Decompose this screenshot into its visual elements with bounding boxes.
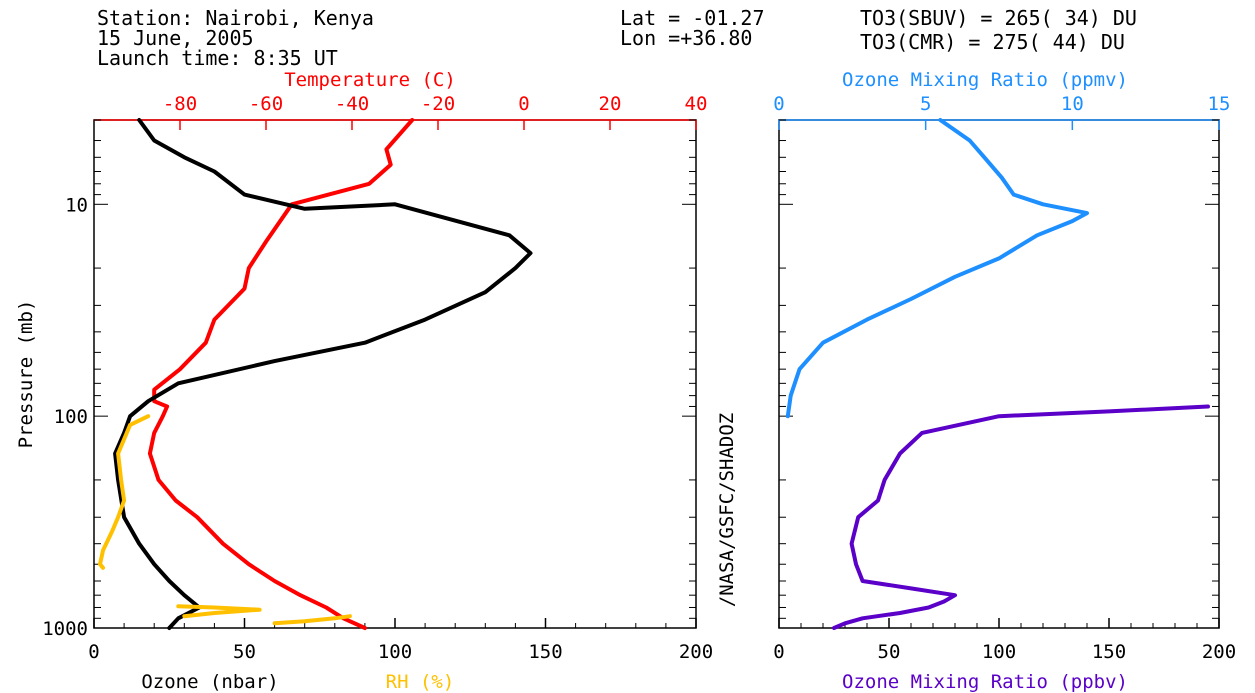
- right-pressure-ticks: [779, 119, 1219, 619]
- right-plot-frame: [778, 119, 1220, 629]
- ppbv-axis-title: Ozone Mixing Ratio (ppbv): [842, 671, 1128, 693]
- right-series: [785, 118, 1210, 630]
- temperature-ticks: -80 -60 -40 -20 0 20 40: [163, 93, 708, 130]
- top-tick-label: -20: [421, 93, 455, 115]
- top-tick-label: -40: [335, 93, 369, 115]
- longitude-label: Lon =+36.80: [620, 26, 752, 50]
- bottom-tick-label: 150: [528, 641, 562, 663]
- pressure-ticks: 10 100 1000: [42, 119, 696, 640]
- top-tick-label: 0: [518, 93, 529, 115]
- bottom-tick-label: 200: [1202, 641, 1236, 663]
- o3_ppbv-series-line: [832, 404, 1210, 630]
- top-tick-label: 5: [920, 93, 931, 115]
- top-tick-label: 20: [599, 93, 622, 115]
- ppbv-ticks: 0 50 100 150 200: [773, 618, 1236, 663]
- left-plot-frame: [93, 119, 697, 629]
- rh-series-line: [272, 614, 352, 626]
- top-tick-label: 40: [685, 93, 708, 115]
- top-tick-label: 15: [1208, 93, 1231, 115]
- rh-series-line: [98, 414, 151, 570]
- credit-label: /NASA/GSFC/SHADOZ: [716, 413, 738, 607]
- pressure-axis-title: Pressure (mb): [15, 300, 37, 449]
- y-tick-label: 1000: [42, 618, 88, 640]
- ozone-axis-title: Ozone (nbar): [141, 671, 278, 693]
- bottom-tick-label: 150: [1092, 641, 1126, 663]
- y-tick-label: 100: [54, 406, 88, 428]
- right-panel: 0 5 10 15 0 50 100 150 200 Ozone Mixing Ratio (…: [773, 69, 1236, 693]
- launch-time-label: Launch time: 8:35 UT: [97, 46, 338, 70]
- temperature-axis-title: Temperature (C): [284, 69, 456, 91]
- y-tick-label: 10: [65, 194, 88, 216]
- bottom-tick-label: 100: [982, 641, 1016, 663]
- to3-cmr-label: TO3(CMR) = 275( 44) DU: [860, 30, 1125, 54]
- top-tick-label: 0: [773, 93, 784, 115]
- top-tick-label: -60: [249, 93, 283, 115]
- bottom-tick-label: 50: [233, 641, 256, 663]
- ppmv-ticks: 0 5 10 15: [773, 93, 1230, 130]
- ozone-series-line: [113, 118, 533, 630]
- ozone-ticks: 0 50 100 150 200: [88, 618, 713, 663]
- top-tick-label: -80: [163, 93, 197, 115]
- date-label: 15 June, 2005: [97, 26, 254, 50]
- top-tick-label: 10: [1061, 93, 1084, 115]
- bottom-tick-label: 200: [679, 641, 713, 663]
- to3-sbuv-label: TO3(SBUV) = 265( 34) DU: [860, 6, 1137, 30]
- latitude-label: Lat = -01.27: [620, 6, 765, 30]
- left-panel: -80 -60 -40 -20 0 20 40 0 50 100 150 200 10 100 1000…: [15, 69, 713, 693]
- o3_ppmv-series-line: [785, 118, 1089, 419]
- rh-axis-title: RH (%): [386, 671, 455, 693]
- bottom-tick-label: 50: [878, 641, 901, 663]
- ppmv-axis-title: Ozone Mixing Ratio (ppmv): [842, 69, 1128, 91]
- station-label: Station: Nairobi, Kenya: [97, 6, 374, 30]
- temperature-series-line: [147, 118, 415, 630]
- bottom-tick-label: 0: [773, 641, 784, 663]
- bottom-tick-label: 100: [378, 641, 412, 663]
- bottom-tick-label: 0: [88, 641, 99, 663]
- rh-series-line: [176, 604, 262, 619]
- left-series: [98, 118, 533, 630]
